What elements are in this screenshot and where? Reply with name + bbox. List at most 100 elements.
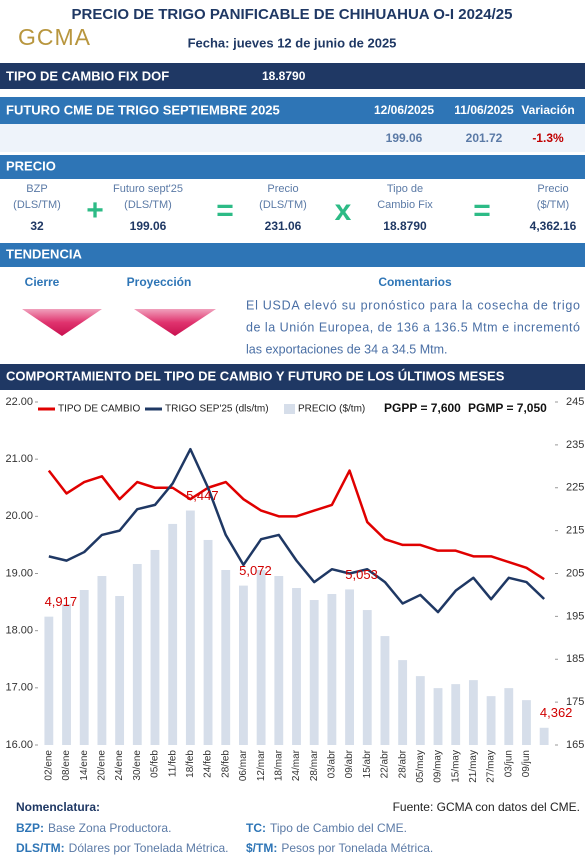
x-tick-label: 05/feb: [150, 750, 161, 778]
futures-value: -1.3%: [532, 131, 564, 145]
x-tick-label: 28/mar: [309, 749, 320, 781]
x-tick-label: 22/abr: [380, 749, 391, 778]
y2-tick-label: 175: [566, 696, 584, 708]
y-tick-label: 22.00: [5, 396, 33, 408]
y2-tick-label: 185: [566, 653, 584, 665]
bar: [362, 610, 372, 745]
price-label: ($/TM): [537, 199, 569, 211]
price-label: Tipo de: [387, 183, 423, 195]
x-tick-label: 15/may: [450, 750, 461, 783]
x-tick-label: 06/mar: [238, 749, 249, 781]
trend-title: TENDENCIA: [6, 246, 82, 261]
trend-arrow-close: [22, 309, 102, 336]
price-value: 199.06: [130, 219, 167, 233]
trend-column: Proyección: [127, 275, 192, 289]
bar: [380, 636, 390, 745]
x-tick-label: 27/may: [486, 750, 497, 783]
bar: [415, 676, 425, 745]
price-value: 4,362.16: [530, 219, 577, 233]
line: [47, 469, 545, 581]
x-tick-label: 18/feb: [185, 750, 196, 778]
trend-comment: las exportaciones de 34 a 34.5 Mtm.: [246, 342, 448, 356]
fx-label: TIPO DE CAMBIO FIX DOF: [6, 68, 169, 83]
footer-abbr: TC:: [246, 821, 266, 835]
price-label: BZP: [26, 183, 47, 195]
footer-source: Fuente: GCMA con datos del CME.: [393, 800, 580, 814]
bar: [468, 680, 478, 745]
bar: [486, 696, 496, 745]
price-label: (DLS/TM): [124, 199, 172, 211]
futures-column: Variación: [521, 103, 574, 117]
x-tick-label: 09/jun: [521, 750, 532, 777]
line: [48, 447, 546, 614]
price-value: 18.8790: [383, 219, 427, 233]
bar: [62, 604, 71, 745]
bar: [239, 585, 248, 745]
price-label: Cambio Fix: [377, 199, 433, 211]
y-tick-label: 18.00: [5, 625, 33, 637]
bar: [97, 576, 107, 745]
futures-title: FUTURO CME DE TRIGO SEPTIEMBRE 2025: [6, 102, 280, 117]
y2-tick-label: 215: [566, 525, 584, 537]
bar: [168, 523, 178, 745]
bar: [185, 510, 195, 745]
x-tick-label: 30/ene: [132, 750, 143, 781]
price-value: 231.06: [265, 219, 302, 233]
bar: [79, 590, 89, 745]
y-tick-label: 21.00: [5, 453, 33, 465]
footer-abbr: BZP:: [16, 821, 44, 835]
logo: GCMA: [18, 24, 91, 50]
footer-heading: Nomenclatura:: [16, 800, 100, 814]
price-label: (DLS/TM): [259, 199, 307, 211]
bar: [398, 660, 408, 745]
x-tick-label: 14/ene: [79, 750, 90, 781]
fx-value: 18.8790: [262, 69, 306, 83]
trend-column: Cierre: [25, 275, 60, 289]
y-tick-label: 20.00: [5, 510, 33, 522]
price-label: Precio: [267, 183, 298, 195]
price-title: PRECIO: [6, 158, 56, 173]
title: PRECIO DE TRIGO PANIFICABLE DE CHIHUAHUA…: [72, 6, 513, 23]
bar: [345, 589, 354, 745]
trend-comment: de la Unión Europea, de 136 a 136.5 Mtm …: [246, 320, 580, 334]
bar: [274, 576, 284, 745]
footer-abbr: $/TM:: [246, 841, 277, 855]
footer-abbr: DLS/TM:: [16, 841, 65, 855]
x-tick-label: 28/feb: [220, 750, 231, 778]
x-tick-label: 12/mar: [256, 749, 267, 781]
x-tick-label: 15/abr: [362, 749, 373, 778]
x-tick-label: 20/ene: [97, 750, 108, 781]
bar: [256, 569, 266, 745]
y-tick-label: 17.00: [5, 682, 33, 694]
bar: [327, 594, 337, 745]
price-value: 32: [30, 219, 44, 233]
x-tick-label: 28/abr: [397, 749, 408, 778]
price-bar: [0, 155, 585, 179]
price-label: Futuro sept'25: [113, 183, 183, 195]
x-tick-label: 09/abr: [344, 749, 355, 778]
x-tick-label: 11/feb: [167, 750, 178, 777]
bar: [309, 600, 319, 745]
chart-title: COMPORTAMIENTO DEL TIPO DE CAMBIO Y FUTU…: [6, 368, 505, 383]
footer-desc: Dólares por Tonelada Métrica.: [69, 841, 229, 855]
annotation: PGPP = 7,600: [384, 401, 461, 415]
x-tick-label: 09/may: [433, 750, 444, 783]
data-label: 4,362: [540, 705, 573, 720]
bar: [44, 616, 54, 745]
x-tick-label: 03/abr: [327, 749, 338, 778]
price-operator: =: [473, 194, 491, 227]
x-tick-label: 08/ene: [61, 750, 72, 781]
futures-column: 11/06/2025: [454, 103, 514, 117]
annotation: PGMP = 7,050: [468, 401, 547, 415]
y2-tick-label: 235: [566, 439, 584, 451]
bar: [539, 727, 549, 745]
y2-tick-label: 165: [566, 739, 584, 751]
x-tick-label: 24/mar: [291, 749, 302, 781]
futures-values-bg: [0, 124, 585, 152]
futures-value: 201.72: [466, 131, 503, 145]
data-label: 4,917: [45, 594, 78, 609]
data-label: 5,447: [186, 488, 219, 503]
data-label: 5,053: [345, 567, 378, 582]
futures-value: 199.06: [386, 131, 423, 145]
